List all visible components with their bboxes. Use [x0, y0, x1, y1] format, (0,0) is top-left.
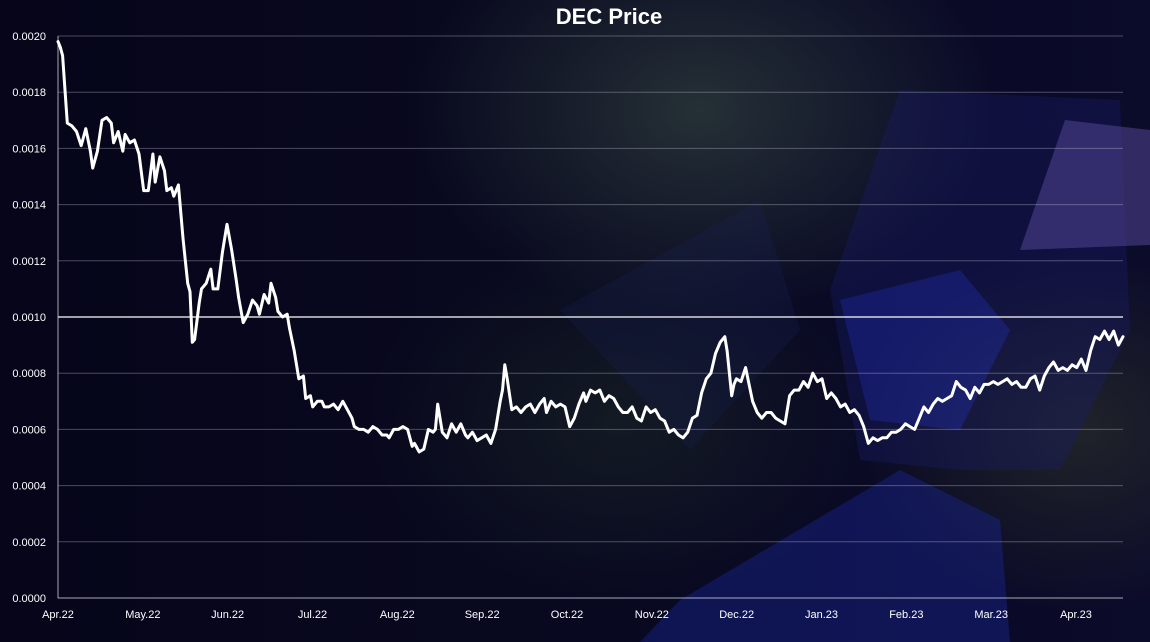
y-tick-label: 0.0008: [12, 368, 46, 380]
y-tick-label: 0.0002: [12, 537, 46, 549]
x-tick-label: Apr.22: [42, 609, 74, 621]
y-tick-label: 0.0012: [12, 256, 46, 268]
x-tick-labels: Apr.22 May.22 Jun.22 Jul.22 Aug.22 Sep.22 Oct.…: [42, 609, 1092, 621]
y-tick-label: 0.0018: [12, 87, 46, 99]
series-line-dec-price: [56, 40, 1125, 454]
x-tick-label: Mar.23: [974, 609, 1008, 621]
y-tick-label: 0.0016: [12, 143, 46, 155]
y-tick-label: 0.0004: [12, 481, 46, 493]
x-tick-label: Feb.23: [889, 609, 923, 621]
x-tick-label: Nov.22: [635, 609, 669, 621]
y-tick-label: 0.0000: [12, 593, 46, 605]
x-tick-label: May.22: [125, 609, 160, 621]
y-tick-label: 0.0014: [12, 200, 46, 212]
y-tick-label: 0.0006: [12, 424, 46, 436]
x-tick-label: Oct.22: [551, 609, 583, 621]
axes: [57, 36, 1123, 599]
background-decoration: [560, 90, 1150, 642]
x-tick-label: Dec.22: [719, 609, 754, 621]
x-tick-label: Sep.22: [465, 609, 500, 621]
chart-title: DEC Price: [555, 4, 663, 29]
x-tick-label: Apr.23: [1060, 609, 1092, 621]
x-tick-label: Jul.22: [298, 609, 327, 621]
series-layer: [56, 40, 1125, 454]
x-tick-label: Jun.22: [211, 609, 244, 621]
x-tick-label: Jan.23: [805, 609, 838, 621]
y-tick-label: 0.0020: [12, 31, 46, 43]
y-tick-labels: 0.0000 0.0002 0.0004 0.0006 0.0008 0.0010 0.00…: [12, 31, 46, 605]
x-tick-label: Aug.22: [380, 609, 415, 621]
y-tick-label: 0.0010: [12, 312, 46, 324]
